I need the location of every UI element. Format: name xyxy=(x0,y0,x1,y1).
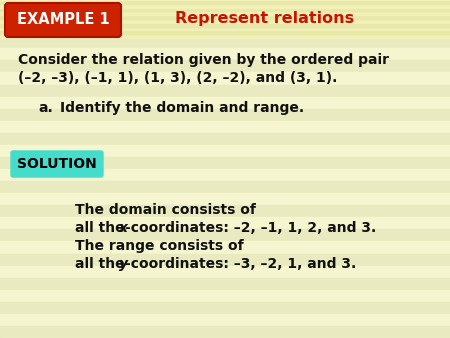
Bar xyxy=(0,181,450,193)
Bar xyxy=(0,15,450,19)
Text: Identify the domain and range.: Identify the domain and range. xyxy=(60,101,304,115)
Bar xyxy=(0,19,450,23)
Bar xyxy=(0,0,450,4)
Bar xyxy=(0,169,450,181)
Bar xyxy=(0,36,450,48)
Bar xyxy=(0,121,450,133)
Bar xyxy=(0,72,450,84)
Bar xyxy=(0,290,450,302)
Text: -coordinates: –2, –1, 1, 2, and 3.: -coordinates: –2, –1, 1, 2, and 3. xyxy=(125,221,376,235)
Text: (–2, –3), (–1, 1), (1, 3), (2, –2), and (3, 1).: (–2, –3), (–1, 1), (1, 3), (2, –2), and … xyxy=(18,71,338,85)
Bar xyxy=(0,302,450,314)
Text: Represent relations: Represent relations xyxy=(175,11,354,26)
Text: The range consists of: The range consists of xyxy=(75,239,243,253)
Bar xyxy=(0,61,450,72)
Bar xyxy=(0,27,450,30)
Text: EXAMPLE 1: EXAMPLE 1 xyxy=(17,11,109,26)
Bar xyxy=(0,4,450,7)
Bar xyxy=(0,48,450,61)
Text: x: x xyxy=(119,221,128,235)
Bar xyxy=(0,84,450,97)
Bar xyxy=(0,7,450,11)
FancyBboxPatch shape xyxy=(11,151,103,177)
Bar xyxy=(0,0,450,12)
Bar xyxy=(0,241,450,254)
Bar xyxy=(0,133,450,145)
Bar xyxy=(0,314,450,326)
Bar xyxy=(0,205,450,217)
Text: a.: a. xyxy=(38,101,53,115)
Bar xyxy=(0,193,450,205)
Bar xyxy=(0,23,450,27)
Text: -coordinates: –3, –2, 1, and 3.: -coordinates: –3, –2, 1, and 3. xyxy=(125,257,356,271)
Bar xyxy=(0,326,450,338)
Text: SOLUTION: SOLUTION xyxy=(17,157,97,171)
Bar xyxy=(0,24,450,36)
Bar xyxy=(0,157,450,169)
Text: all the: all the xyxy=(75,257,130,271)
FancyBboxPatch shape xyxy=(5,3,121,37)
Text: y: y xyxy=(119,257,128,271)
Bar xyxy=(0,30,450,34)
Bar xyxy=(0,277,450,290)
Bar xyxy=(0,145,450,157)
Bar xyxy=(0,230,450,241)
Bar xyxy=(0,0,450,38)
Bar xyxy=(0,108,450,121)
Bar xyxy=(0,12,450,24)
Text: all the: all the xyxy=(75,221,130,235)
Text: The domain consists of: The domain consists of xyxy=(75,203,256,217)
Bar xyxy=(0,217,450,230)
Bar xyxy=(0,97,450,108)
Bar xyxy=(0,11,450,15)
Bar xyxy=(0,254,450,266)
Text: Consider the relation given by the ordered pair: Consider the relation given by the order… xyxy=(18,53,389,67)
Bar xyxy=(0,34,450,38)
Bar xyxy=(0,266,450,277)
